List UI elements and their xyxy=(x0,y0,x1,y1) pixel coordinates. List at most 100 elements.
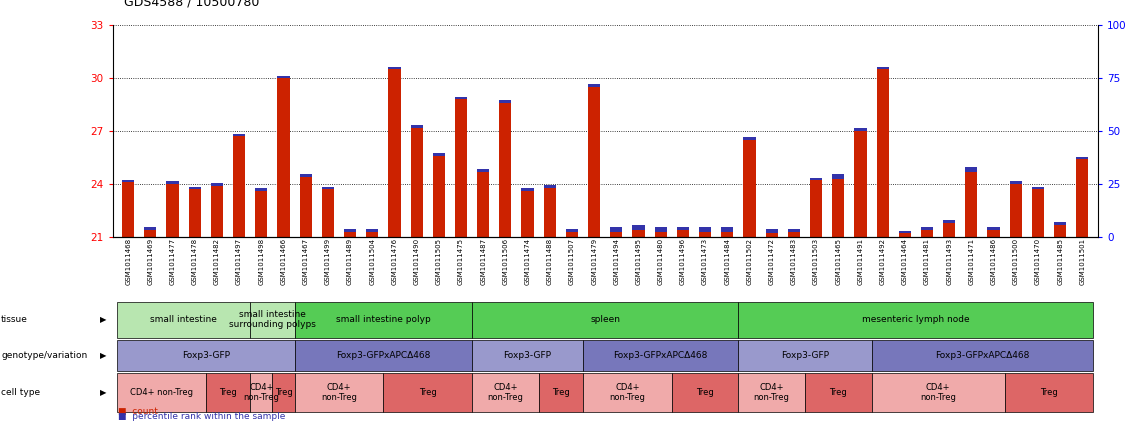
Bar xyxy=(610,227,623,232)
Bar xyxy=(167,181,179,184)
Bar xyxy=(250,302,295,338)
Bar xyxy=(477,169,490,172)
Bar xyxy=(743,140,756,237)
Bar xyxy=(144,227,157,230)
Bar xyxy=(965,172,977,237)
Bar xyxy=(117,340,295,371)
Bar xyxy=(233,137,245,237)
Bar xyxy=(233,134,245,137)
Bar xyxy=(583,373,672,412)
Text: GDS4588 / 10500780: GDS4588 / 10500780 xyxy=(124,0,259,8)
Text: CD4+
non-Treg: CD4+ non-Treg xyxy=(243,383,279,402)
Bar xyxy=(256,188,267,191)
Bar xyxy=(521,191,534,237)
Bar xyxy=(250,373,272,412)
Bar xyxy=(988,227,1000,230)
Text: Foxp3-GFP: Foxp3-GFP xyxy=(781,351,829,360)
Bar xyxy=(167,184,179,237)
Bar xyxy=(739,302,1093,338)
Bar xyxy=(965,167,977,172)
Bar xyxy=(1054,225,1066,237)
Text: Treg: Treg xyxy=(1040,388,1058,397)
Text: spleen: spleen xyxy=(590,315,620,324)
Text: Foxp3-GFPxAPCΔ468: Foxp3-GFPxAPCΔ468 xyxy=(936,351,1029,360)
Bar xyxy=(211,186,223,237)
Text: mesenteric lymph node: mesenteric lymph node xyxy=(863,315,969,324)
Bar xyxy=(721,227,733,232)
Bar xyxy=(654,227,667,232)
Bar xyxy=(721,232,733,237)
Bar xyxy=(300,177,312,237)
Text: CD4+
non-Treg: CD4+ non-Treg xyxy=(609,383,645,402)
Bar xyxy=(277,76,289,78)
Bar xyxy=(672,373,739,412)
Bar xyxy=(739,373,805,412)
Bar xyxy=(499,103,511,237)
Bar xyxy=(477,172,490,237)
Bar xyxy=(366,232,378,237)
Bar xyxy=(1010,184,1022,237)
Bar xyxy=(805,373,872,412)
Bar xyxy=(188,187,200,190)
Bar xyxy=(1031,187,1044,190)
Text: Treg: Treg xyxy=(220,388,236,397)
Bar xyxy=(739,340,872,371)
Bar xyxy=(583,340,739,371)
Bar xyxy=(743,137,756,140)
Bar xyxy=(921,230,933,237)
Text: Treg: Treg xyxy=(696,388,714,397)
Bar xyxy=(117,373,206,412)
Bar xyxy=(122,180,134,182)
Bar xyxy=(766,233,778,237)
Text: ▶: ▶ xyxy=(100,351,107,360)
Text: cell type: cell type xyxy=(1,388,41,397)
Text: Treg: Treg xyxy=(552,388,570,397)
Bar xyxy=(432,156,445,237)
Bar xyxy=(899,233,911,237)
Bar xyxy=(144,230,157,237)
Bar xyxy=(588,85,600,87)
Bar xyxy=(566,229,578,232)
Text: Foxp3-GFP: Foxp3-GFP xyxy=(503,351,552,360)
Text: ▶: ▶ xyxy=(100,388,107,397)
Text: CD4+ non-Treg: CD4+ non-Treg xyxy=(129,388,193,397)
Bar xyxy=(832,174,844,179)
Bar xyxy=(383,373,472,412)
Bar xyxy=(277,78,289,237)
Bar xyxy=(432,153,445,156)
Text: CD4+
non-Treg: CD4+ non-Treg xyxy=(321,383,357,402)
Bar xyxy=(366,229,378,232)
Text: Foxp3-GFPxAPCΔ468: Foxp3-GFPxAPCΔ468 xyxy=(337,351,430,360)
Bar xyxy=(633,230,644,237)
Bar xyxy=(411,125,422,128)
Text: small intestine
surrounding polyps: small intestine surrounding polyps xyxy=(229,310,315,330)
Bar xyxy=(876,69,888,237)
Bar xyxy=(295,373,383,412)
Text: CD4+
non-Treg: CD4+ non-Treg xyxy=(753,383,789,402)
Text: Treg: Treg xyxy=(830,388,847,397)
Bar xyxy=(455,97,467,99)
Bar xyxy=(300,174,312,177)
Bar xyxy=(810,181,822,237)
Bar xyxy=(256,191,267,237)
Bar xyxy=(211,183,223,186)
Bar xyxy=(876,67,888,69)
Bar xyxy=(766,229,778,233)
Bar xyxy=(538,373,583,412)
Bar xyxy=(872,340,1093,371)
Bar xyxy=(899,231,911,233)
Bar xyxy=(588,87,600,237)
Bar xyxy=(699,232,712,237)
Bar xyxy=(521,188,534,191)
Bar xyxy=(1010,181,1022,184)
Bar xyxy=(343,229,356,232)
Bar xyxy=(206,373,250,412)
Bar xyxy=(499,100,511,103)
Bar xyxy=(272,373,295,412)
Bar xyxy=(832,179,844,237)
Bar xyxy=(633,225,644,230)
Bar xyxy=(654,232,667,237)
Bar xyxy=(677,227,689,230)
Text: Treg: Treg xyxy=(275,388,293,397)
Bar xyxy=(1076,157,1089,159)
